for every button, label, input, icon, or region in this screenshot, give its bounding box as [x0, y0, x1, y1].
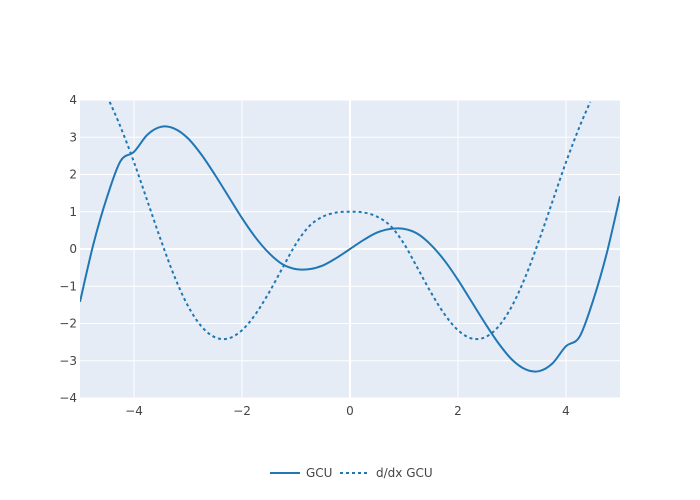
legend-item-gcu[interactable]: GCU — [270, 466, 332, 480]
series-line-gcu — [80, 125, 620, 373]
y-tick-label: 2 — [69, 168, 77, 182]
series-lines — [80, 101, 620, 373]
y-tick-label: −2 — [59, 317, 77, 331]
legend-label: d/dx GCU — [376, 466, 433, 480]
x-tick-label: 4 — [562, 404, 570, 418]
y-tick-label: 1 — [69, 205, 77, 219]
legend[interactable]: GCU d/dx GCU — [270, 466, 433, 480]
y-tick-label: 4 — [69, 93, 77, 107]
y-tick-label: −3 — [59, 354, 77, 368]
x-tick-label: 2 — [454, 404, 462, 418]
tick-labels: −4 −2 0 2 4 −4 −3 −2 −1 0 1 2 3 4 — [59, 93, 570, 418]
y-tick-label: −4 — [59, 391, 77, 405]
legend-item-derivative[interactable]: d/dx GCU — [340, 466, 433, 480]
y-tick-label: −1 — [59, 279, 77, 293]
y-tick-label: 3 — [69, 130, 77, 144]
x-tick-label: −4 — [125, 404, 143, 418]
x-tick-label: 0 — [346, 404, 354, 418]
series-line-derivative — [108, 101, 592, 341]
x-tick-label: −2 — [233, 404, 251, 418]
legend-label: GCU — [306, 466, 332, 480]
y-tick-label: 0 — [69, 242, 77, 256]
